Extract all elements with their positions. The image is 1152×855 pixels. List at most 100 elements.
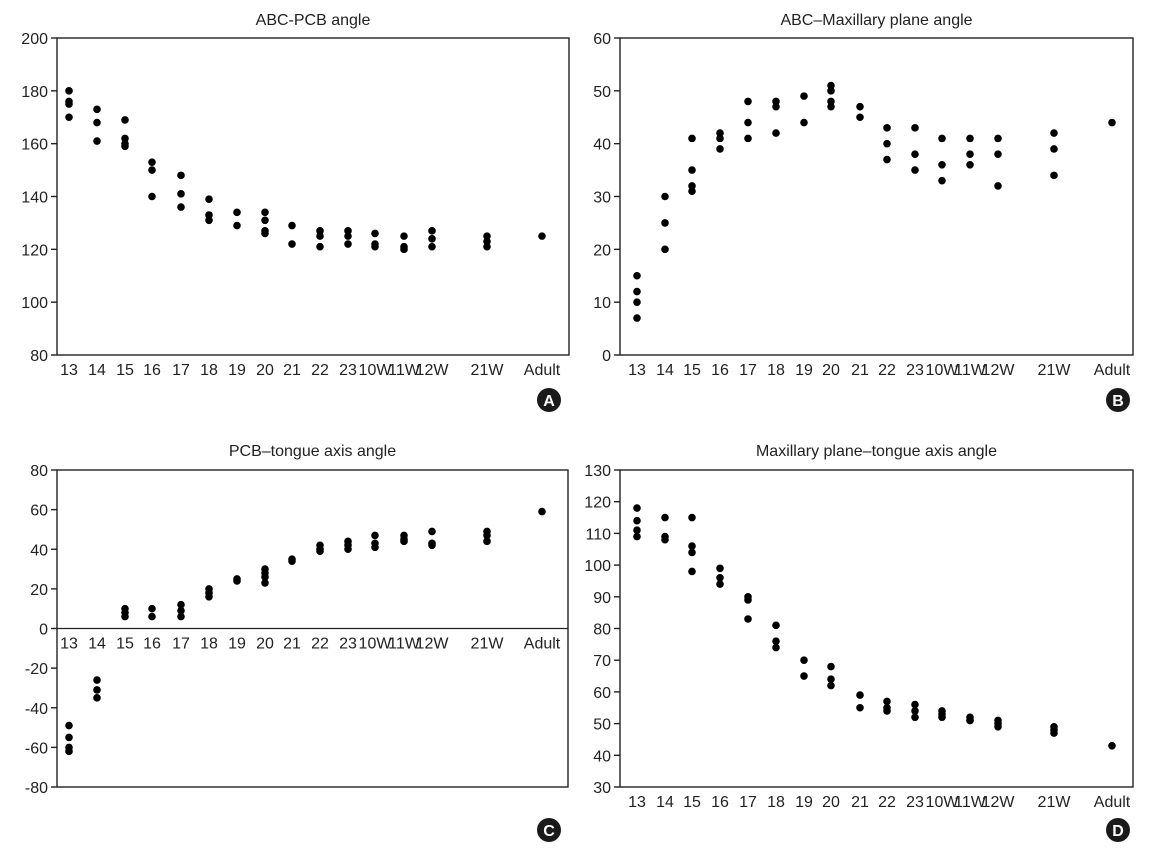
x-tick-label: 20 (256, 362, 274, 379)
data-point (1050, 729, 1058, 737)
data-point (827, 675, 835, 684)
y-tick-label: 160 (21, 137, 48, 154)
data-point (688, 182, 696, 190)
data-point (633, 516, 641, 525)
data-point (688, 542, 696, 550)
x-tick-label: 19 (795, 362, 813, 379)
x-tick-label: 23 (906, 362, 924, 379)
data-point (371, 531, 379, 540)
y-tick-label: 30 (593, 190, 611, 207)
panel-badge (1106, 388, 1130, 412)
data-point (371, 229, 379, 238)
data-point (205, 216, 213, 225)
panel-badge-label: B (1112, 393, 1124, 410)
data-point (633, 526, 641, 535)
y-tick-label: 60 (30, 503, 48, 520)
x-tick-label: 21 (283, 636, 301, 653)
data-point (233, 221, 241, 230)
data-point (205, 195, 213, 203)
y-tick-label: 80 (593, 622, 611, 639)
data-point (633, 314, 641, 322)
chart-panel-c: PCB–tongue axis angle -80 -60 -40 -20 0 20 40 60… (25, 443, 569, 842)
x-tick-label: Adult (1094, 794, 1131, 811)
data-point (371, 242, 379, 251)
data-point (994, 182, 1002, 190)
data-point (688, 166, 696, 174)
data-point (716, 129, 724, 137)
data-point (177, 171, 185, 180)
data-point (177, 606, 185, 615)
y-tick-label: 40 (593, 137, 611, 154)
data-point (177, 190, 185, 198)
data-point (65, 87, 73, 95)
x-tick-label: 21W (471, 636, 505, 653)
data-point (911, 150, 919, 159)
x-tick-label: 22 (878, 362, 896, 379)
panel-badge-label: A (543, 393, 555, 410)
panel-badge-label: C (543, 823, 555, 840)
data-point (883, 124, 891, 132)
y-tick-label: 20 (593, 242, 611, 259)
data-point (716, 134, 724, 143)
x-tick-label: 12W (982, 794, 1016, 811)
y-tick-label: 120 (584, 495, 611, 512)
x-tick-label: 20 (822, 794, 840, 811)
data-point (148, 604, 156, 613)
y-tick-label: 50 (593, 717, 611, 734)
x-tick-label: 11W (954, 794, 987, 811)
x-tick-label: 15 (683, 794, 701, 811)
y-tick-label: 10 (593, 295, 611, 312)
data-point (744, 134, 752, 143)
data-point (966, 150, 974, 159)
data-point (93, 676, 101, 684)
x-tick-label: 18 (200, 636, 218, 653)
chart-title: PCB–tongue axis angle (229, 443, 396, 460)
data-point (428, 541, 436, 550)
x-tick-label: 14 (88, 636, 106, 653)
x-tick-label: 19 (228, 636, 246, 653)
data-point (883, 155, 891, 164)
data-point (716, 564, 724, 573)
data-point (261, 573, 269, 581)
data-point (661, 219, 669, 227)
x-tick-label: 17 (739, 794, 757, 811)
data-point (633, 287, 641, 296)
data-point (1108, 118, 1116, 127)
data-point (177, 600, 185, 609)
x-tick-label: 18 (767, 794, 785, 811)
data-point (93, 137, 101, 145)
y-tick-label: 30 (593, 780, 611, 797)
data-point (65, 733, 73, 742)
data-point (1108, 741, 1116, 750)
data-point (911, 707, 919, 715)
y-tick-label: 60 (593, 685, 611, 702)
x-tick-label: 13 (60, 636, 78, 653)
y-tick-label: 120 (21, 242, 48, 259)
data-point (93, 118, 101, 127)
data-point (633, 298, 641, 306)
data-point (772, 97, 780, 106)
data-point (148, 612, 156, 621)
x-tick-label: 23 (339, 636, 357, 653)
x-tick-label: 21W (1038, 362, 1072, 379)
plot-frame (619, 37, 1134, 356)
x-tick-label: Adult (524, 636, 561, 653)
x-tick-label: 20 (822, 362, 840, 379)
data-point (121, 612, 129, 621)
data-point (688, 548, 696, 557)
y-tick-label: 40 (30, 542, 48, 559)
x-tick-label: 11W (388, 636, 421, 653)
x-tick-label: 17 (172, 362, 190, 379)
panel-badge-label: D (1112, 823, 1124, 840)
data-point (400, 245, 408, 254)
data-point (856, 102, 864, 111)
x-tick-label: 21 (851, 794, 869, 811)
data-point (428, 234, 436, 243)
x-tick-label: 21 (851, 362, 869, 379)
y-tick-label: 60 (593, 31, 611, 48)
data-point (93, 105, 101, 114)
data-point (344, 227, 352, 235)
data-point (233, 208, 241, 217)
data-point (93, 694, 101, 702)
x-tick-label: 11W (388, 362, 421, 379)
